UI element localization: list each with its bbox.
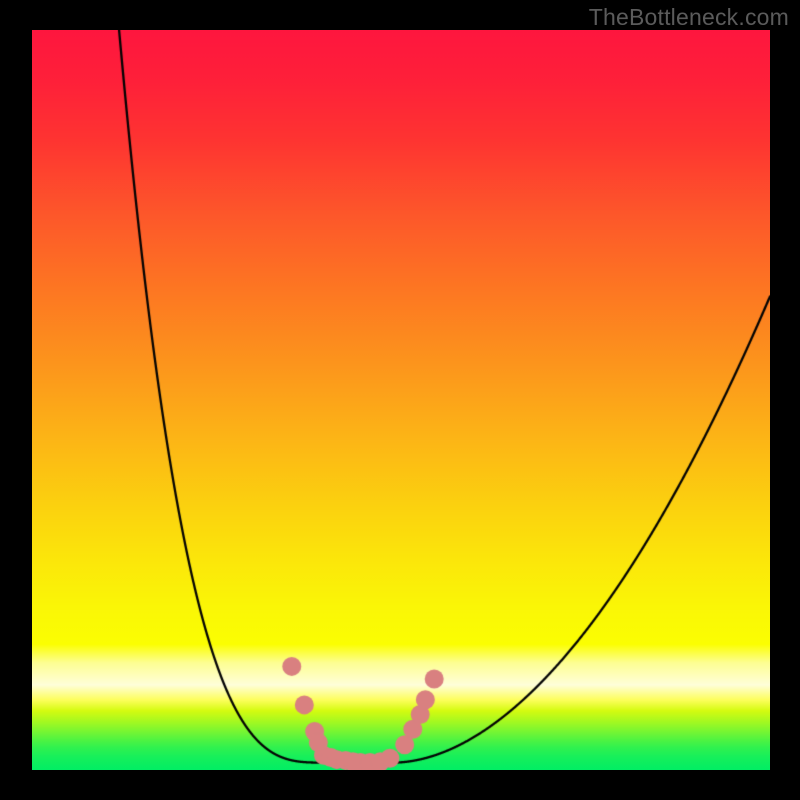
- watermark-text: TheBottleneck.com: [589, 4, 789, 31]
- bottleneck-curve-chart: [32, 30, 770, 770]
- stage: TheBottleneck.com: [0, 0, 800, 800]
